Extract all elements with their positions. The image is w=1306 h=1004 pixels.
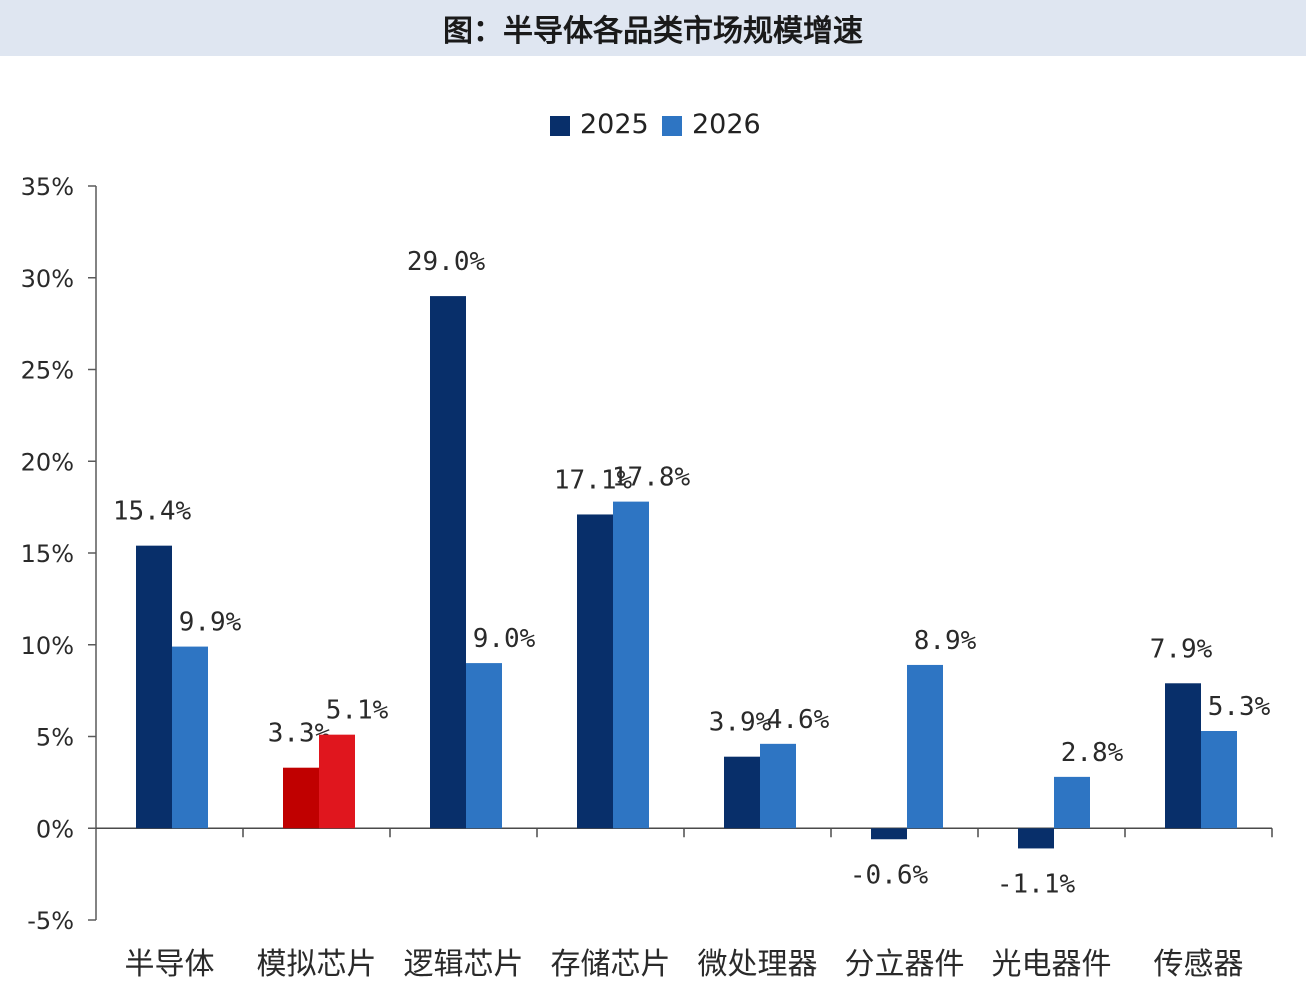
bar-2026-2 <box>466 663 502 829</box>
y-tick-label: 20% <box>21 448 74 476</box>
category-label: 传感器 <box>1154 947 1244 982</box>
data-label: 8.9% <box>914 626 977 656</box>
bar-2025-5 <box>871 828 907 840</box>
chart-title: 图：半导体各品类市场规模增速 <box>443 14 863 49</box>
legend: 2025 2026 <box>0 108 1306 144</box>
y-tick-label: 35% <box>21 173 74 201</box>
bar-2026-5 <box>907 664 943 829</box>
bar-2025-7 <box>1165 683 1201 829</box>
data-label: 4.6% <box>767 705 830 735</box>
category-label: 半导体 <box>125 947 215 982</box>
y-tick-label: 10% <box>21 632 74 660</box>
bar-2026-0 <box>172 646 208 829</box>
bar-2026-4 <box>760 743 796 829</box>
data-label: 9.0% <box>473 624 536 654</box>
data-label: 17.1% <box>554 465 633 495</box>
data-label: -1.1% <box>997 869 1076 899</box>
y-tick-label: 5% <box>36 724 74 752</box>
bar-2026-7 <box>1201 730 1237 829</box>
bar-2025-2 <box>430 296 466 829</box>
category-label: 微处理器 <box>698 947 818 982</box>
bar-2026-6 <box>1054 776 1090 829</box>
category-label: 模拟芯片 <box>257 947 377 982</box>
legend-swatch-2025 <box>550 116 570 136</box>
y-tick-label: 30% <box>21 265 74 293</box>
bar-2025-0 <box>136 545 172 829</box>
data-label: 17.8% <box>612 463 691 493</box>
bar-2026-1 <box>319 734 355 829</box>
category-label: 分立器件 <box>845 947 965 982</box>
bar-2025-6 <box>1018 828 1054 849</box>
data-label: 2.8% <box>1061 738 1124 768</box>
data-label: 5.3% <box>1208 692 1271 722</box>
data-label: 29.0% <box>407 247 486 277</box>
y-tick-label: -5% <box>27 907 74 935</box>
category-label: 光电器件 <box>992 947 1112 982</box>
bar-2025-4 <box>724 756 760 829</box>
legend-label-2025: 2025 <box>580 109 649 140</box>
y-tick-label: 25% <box>21 357 74 385</box>
y-tick-label: 0% <box>36 815 74 843</box>
bar-2025-1 <box>283 767 319 829</box>
data-label: 15.4% <box>113 497 192 527</box>
data-label: -0.6% <box>850 860 929 890</box>
bar-2026-3 <box>613 501 649 829</box>
title-bar: 图：半导体各品类市场规模增速 <box>0 0 1306 56</box>
category-label: 逻辑芯片 <box>404 947 524 982</box>
data-label: 7.9% <box>1150 634 1213 664</box>
data-label: 5.1% <box>326 696 389 726</box>
legend-swatch-2026 <box>662 116 682 136</box>
data-label: 9.9% <box>179 608 242 638</box>
bar-2025-3 <box>577 514 613 829</box>
category-label: 存储芯片 <box>551 947 671 982</box>
legend-label-2026: 2026 <box>692 109 761 140</box>
data-label: 3.9% <box>709 708 772 738</box>
y-tick-label: 15% <box>21 540 74 568</box>
